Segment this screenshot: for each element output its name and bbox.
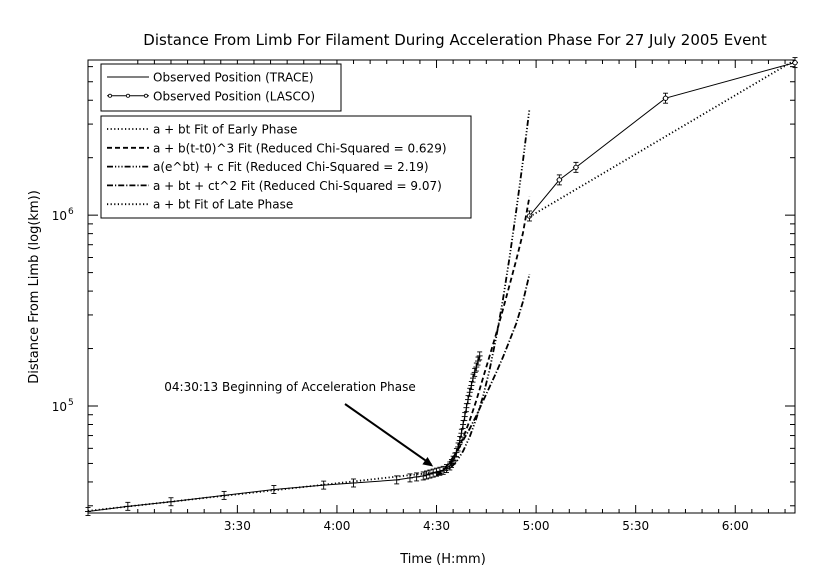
series-group [85,57,798,516]
y-tick-label-exponent: 6 [68,207,74,217]
series-line [87,471,437,512]
annotation-arrowhead [422,457,434,467]
x-tick-label: 5:30 [622,519,649,533]
legend-label: a + bt Fit of Late Phase [153,198,293,212]
series-5 [435,274,531,477]
legend-label: a + bt Fit of Early Phase [153,123,297,137]
x-tick-label: 4:00 [323,519,350,533]
series-6 [529,59,796,218]
series-line [529,59,796,218]
data-point [556,177,562,183]
annotation-text: 04:30:13 Beginning of Acceleration Phase [164,380,415,394]
series-line [436,108,531,476]
legend-label: Observed Position (TRACE) [153,71,314,85]
legend-box [100,115,472,219]
x-tick-label: 5:00 [523,519,550,533]
legend-marker [126,93,131,98]
data-point [573,164,579,171]
series-line [436,196,531,474]
y-tick-label-base: 10 [52,209,67,223]
legend-box [100,63,342,112]
legend-label: a + b(t-t0)^3 Fit (Reduced Chi-Squared =… [153,141,447,155]
y-axis-label: Distance From Limb (log(km)) [27,190,42,384]
series-2 [87,471,437,512]
series-4 [436,108,531,476]
legend-marker [108,93,113,98]
series-1 [526,57,798,222]
legend-marker [143,93,148,98]
x-tick-label: 4:30 [423,519,450,533]
x-tick-label: 6:00 [722,519,749,533]
series-line [529,62,796,217]
y-tick-label-exponent: 5 [68,398,74,408]
series-3 [436,196,531,474]
plot-frame [87,59,796,514]
series-0 [85,351,483,516]
data-point [662,95,669,101]
legend-label: a(e^bt) + c Fit (Reduced Chi-Squared = 2… [153,160,429,174]
chart-title: Distance From Limb For Filament During A… [143,31,767,49]
x-axis-label: Time (H:mm) [399,552,486,567]
legend-label: Observed Position (LASCO) [153,89,315,103]
series-line [435,274,531,477]
legend: Observed Position (TRACE) Observed Positi… [100,63,472,219]
y-tick-label-base: 10 [52,400,67,414]
x-tick-label: 3:30 [224,519,251,533]
annotation-arrow [344,403,432,466]
legend-label: a + bt + ct^2 Fit (Reduced Chi-Squared =… [153,179,442,193]
